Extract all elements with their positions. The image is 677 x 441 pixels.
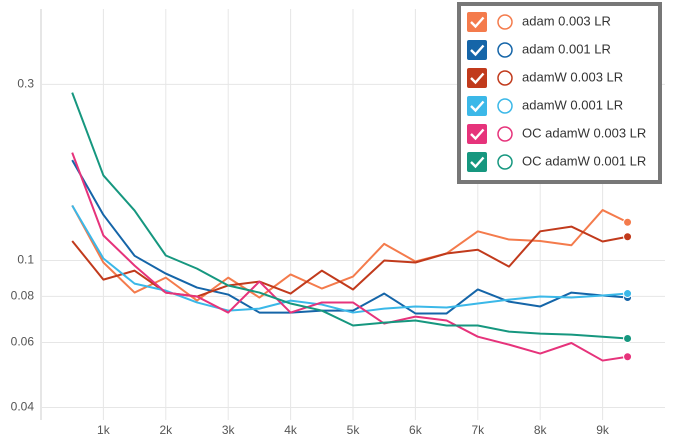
x-tick-label: 8k [534, 423, 548, 437]
end-point [623, 334, 633, 344]
legend-label: adam 0.003 LR [522, 13, 611, 28]
x-tick-label: 3k [222, 423, 236, 437]
legend-checkbox[interactable] [467, 12, 487, 32]
check-mark [470, 72, 485, 85]
legend-checkbox[interactable] [467, 152, 487, 172]
checkbox[interactable] [467, 40, 487, 60]
series-line [71, 152, 628, 362]
y-tick-label: 0.3 [17, 77, 34, 91]
x-tick-label: 7k [471, 423, 485, 437]
series-line [71, 92, 628, 340]
end-point [623, 289, 633, 299]
x-tick-label: 9k [596, 423, 610, 437]
series-line [71, 204, 628, 302]
y-tick-label: 0.1 [17, 253, 34, 267]
x-tick-label: 4k [284, 423, 298, 437]
checkbox[interactable] [467, 68, 487, 88]
legend-marker [497, 126, 513, 142]
end-point [623, 232, 633, 242]
y-tick-label: 0.08 [11, 289, 35, 303]
checkbox[interactable] [467, 96, 487, 116]
legend-box [457, 2, 662, 184]
end-point [623, 352, 633, 362]
legend-marker [497, 154, 513, 170]
check-mark [470, 100, 485, 113]
x-tick-label: 1k [97, 423, 111, 437]
series-line [71, 204, 628, 314]
legend-label: adamW 0.003 LR [522, 69, 623, 84]
legend-checkbox[interactable] [467, 96, 487, 116]
legend-checkbox[interactable] [467, 40, 487, 60]
check-mark [470, 156, 485, 169]
x-tick-label: 2k [159, 423, 173, 437]
x-tick-label: 5k [347, 423, 361, 437]
checkbox[interactable] [467, 152, 487, 172]
end-point [623, 217, 633, 227]
lines [71, 92, 633, 362]
legend-label: OC adamW 0.003 LR [522, 125, 646, 140]
legend-marker [497, 42, 513, 58]
legend-marker [497, 98, 513, 114]
series-line [71, 225, 628, 298]
legend: adam 0.003 LR adam 0.001 LR adamW 0.003 LR… [457, 2, 662, 184]
legend-marker [497, 70, 513, 86]
y-tick-label: 0.04 [11, 400, 35, 414]
legend-checkbox[interactable] [467, 124, 487, 144]
checkbox[interactable] [467, 124, 487, 144]
checkbox[interactable] [467, 12, 487, 32]
legend-marker [497, 14, 513, 30]
legend-checkbox[interactable] [467, 68, 487, 88]
legend-label: adamW 0.001 LR [522, 97, 623, 112]
check-mark [470, 44, 485, 57]
legend-label: adam 0.001 LR [522, 41, 611, 56]
legend-label: OC adamW 0.001 LR [522, 153, 646, 168]
series-line [71, 159, 628, 315]
check-mark [470, 16, 485, 29]
y-tick-label: 0.06 [11, 335, 35, 349]
check-mark [470, 128, 485, 141]
x-tick-label: 6k [409, 423, 423, 437]
